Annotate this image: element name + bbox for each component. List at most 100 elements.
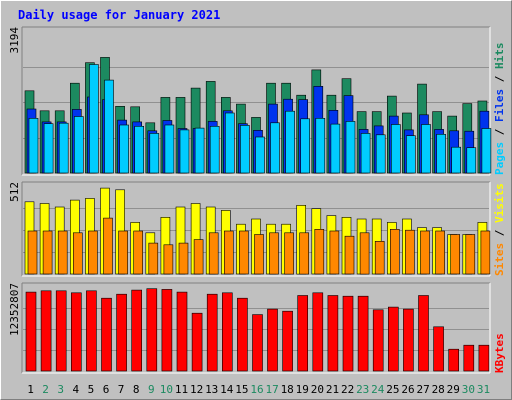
- sites-bar: [269, 232, 279, 275]
- x-tick-label: 10: [160, 383, 173, 396]
- panel-hits_files_pages: 3194 Pages / Files / Hits: [8, 26, 506, 176]
- sites-bar: [420, 230, 430, 275]
- sites-bar: [329, 230, 340, 275]
- sites-bar: [103, 217, 113, 275]
- kbytes-bar: [116, 293, 127, 372]
- pages-bar: [300, 118, 311, 174]
- sites-bar: [118, 230, 128, 275]
- pages-bar: [149, 133, 160, 174]
- kbytes-bar: [418, 295, 429, 372]
- x-tick-label: 1: [27, 383, 34, 396]
- x-tick-label: 14: [220, 383, 234, 396]
- kbytes-bar: [282, 310, 293, 372]
- sites-bar: [239, 230, 249, 275]
- series-kbytes: [25, 288, 490, 372]
- x-tick-label: 30: [462, 383, 475, 396]
- series-sites: [27, 217, 491, 275]
- x-tick-label: 22: [341, 383, 354, 396]
- kbytes-bar: [191, 312, 203, 372]
- pages-bar: [119, 124, 129, 174]
- pages-bar: [451, 146, 462, 174]
- x-tick-label: 23: [356, 383, 369, 396]
- pages-bar: [43, 123, 54, 174]
- x-tick-label: 31: [477, 383, 490, 396]
- x-tick-label: 6: [103, 383, 110, 396]
- sites-bar: [435, 230, 445, 275]
- x-tick-label: 7: [118, 383, 125, 396]
- kbytes-bar: [161, 289, 173, 372]
- pages-bar: [89, 64, 99, 174]
- panel-max-label: 512: [8, 182, 21, 202]
- pages-bar: [315, 118, 326, 174]
- kbytes-bar: [357, 295, 369, 372]
- legend-entry: Visits: [493, 183, 506, 223]
- sites-bar: [224, 230, 234, 275]
- x-tick-label: 9: [148, 383, 155, 396]
- kbytes-bar: [327, 295, 339, 372]
- sites-bar: [465, 234, 476, 275]
- x-tick-label: 21: [326, 383, 339, 396]
- pages-bar: [436, 134, 446, 174]
- x-tick-label: 29: [447, 383, 460, 396]
- kbytes-bar: [433, 326, 444, 372]
- x-tick-label: 5: [88, 383, 95, 396]
- x-tick-label: 18: [281, 383, 294, 396]
- pages-bar: [406, 135, 416, 174]
- pages-bar: [58, 122, 69, 174]
- panel-legend: KBytes: [493, 333, 506, 373]
- pages-bar: [421, 124, 431, 174]
- sites-bar: [450, 234, 461, 275]
- pages-bar: [285, 110, 295, 174]
- sites-bar: [42, 230, 53, 275]
- kbytes-bar: [71, 292, 82, 372]
- kbytes-bar: [237, 297, 248, 372]
- sites-bar: [254, 234, 264, 275]
- panel-legend: Sites / Visits: [493, 183, 506, 276]
- legend-entry: KBytes: [493, 333, 506, 373]
- panel-visits_sites: 512 Sites / Visits: [8, 181, 506, 277]
- legend-entry: /: [493, 122, 506, 142]
- kbytes-bar: [463, 344, 475, 372]
- x-tick-label: 17: [265, 383, 278, 396]
- series-pages: [28, 64, 492, 174]
- chart-panels: 3194 Pages / Files / Hits 512 Sites / Visit…: [8, 26, 506, 374]
- x-tick-label: 27: [416, 383, 429, 396]
- pages-bar: [481, 128, 492, 174]
- kbytes-bar: [387, 306, 399, 372]
- x-tick-label: 13: [205, 383, 218, 396]
- pages-bar: [209, 126, 220, 174]
- legend-entry: Hits: [493, 43, 506, 70]
- sites-bar: [389, 229, 400, 275]
- sites-bar: [359, 232, 370, 275]
- pages-bar: [375, 134, 386, 174]
- x-tick-label: 26: [401, 383, 414, 396]
- pages-bar: [179, 129, 190, 174]
- sites-bar: [148, 242, 159, 275]
- kbytes-bar: [206, 293, 218, 372]
- legend-entry: /: [493, 69, 506, 89]
- x-tick-label: 16: [250, 383, 263, 396]
- kbytes-bar: [131, 289, 142, 372]
- x-tick-label: 8: [133, 383, 140, 396]
- chart-title: Daily usage for January 2021: [18, 8, 220, 22]
- sites-bar: [344, 235, 355, 275]
- sites-bar: [163, 244, 174, 275]
- kbytes-bar: [222, 292, 233, 372]
- pages-bar: [164, 124, 175, 174]
- kbytes-bar: [312, 292, 324, 372]
- kbytes-bar: [372, 309, 384, 372]
- pages-bar: [194, 127, 205, 174]
- kbytes-bar: [342, 295, 354, 372]
- kbytes-bar: [252, 314, 263, 372]
- kbytes-bar: [448, 348, 460, 372]
- sites-bar: [374, 241, 385, 275]
- sites-bar: [27, 230, 38, 275]
- x-tick-label: 25: [386, 383, 399, 396]
- panel-max-label: 3194: [8, 27, 21, 54]
- sites-bar: [133, 230, 143, 275]
- pages-bar: [270, 122, 280, 174]
- sites-bar: [284, 232, 294, 275]
- pages-bar: [345, 121, 356, 174]
- pages-bar: [225, 112, 235, 174]
- panel-max-label: 12352807: [8, 283, 21, 336]
